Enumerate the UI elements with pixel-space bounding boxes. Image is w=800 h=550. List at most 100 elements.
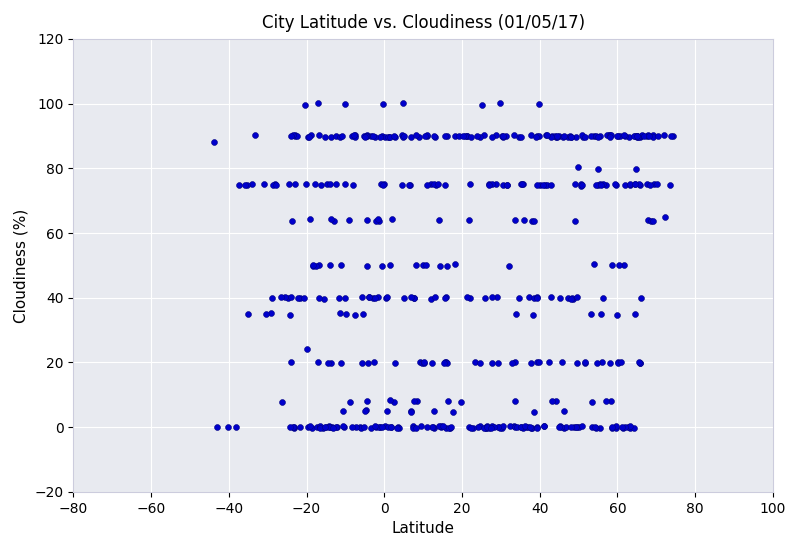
Point [346, 131, 358, 140]
Point [325, 133, 338, 141]
Point [284, 422, 297, 431]
Point [531, 423, 544, 432]
Point [618, 131, 630, 140]
Point [409, 131, 422, 140]
Point [471, 131, 484, 140]
Point [642, 131, 655, 140]
Point [623, 422, 636, 431]
Point [375, 262, 388, 271]
Point [365, 424, 378, 432]
Point [512, 133, 525, 141]
Point [395, 181, 408, 190]
Point [562, 294, 574, 302]
Point [320, 180, 333, 189]
Point [634, 180, 646, 189]
Point [282, 293, 295, 302]
Point [556, 132, 569, 141]
Point [591, 133, 604, 141]
Point [356, 358, 369, 367]
Point [428, 423, 441, 432]
Point [618, 422, 631, 431]
Point [387, 131, 400, 140]
Point [612, 131, 625, 140]
Point [361, 131, 374, 140]
Point [555, 423, 568, 432]
Point [314, 181, 327, 190]
Point [410, 397, 423, 406]
Point [603, 131, 616, 140]
Point [503, 422, 516, 431]
Point [377, 181, 390, 190]
Point [493, 423, 506, 432]
Point [303, 215, 316, 224]
Point [576, 181, 589, 190]
Point [433, 216, 446, 225]
Point [317, 424, 330, 432]
Point [419, 261, 432, 270]
Point [366, 131, 379, 140]
Point [614, 358, 627, 366]
Point [276, 397, 289, 406]
Point [515, 180, 528, 189]
Point [323, 423, 336, 432]
Point [631, 133, 644, 141]
Point [494, 424, 506, 432]
Point [441, 132, 454, 141]
Point [287, 423, 300, 432]
Point [572, 163, 585, 172]
Y-axis label: Cloudiness (%): Cloudiness (%) [14, 208, 29, 322]
Point [530, 423, 543, 432]
Point [490, 180, 502, 189]
Point [301, 132, 314, 141]
Point [570, 422, 583, 431]
Point [314, 424, 326, 432]
Point [587, 132, 600, 141]
Point [414, 422, 427, 431]
Point [358, 132, 371, 141]
Point [249, 131, 262, 140]
Point [528, 408, 541, 416]
Point [310, 261, 322, 270]
Point [630, 165, 643, 174]
Point [258, 179, 270, 188]
Point [531, 293, 544, 302]
Point [283, 310, 296, 319]
Point [362, 293, 375, 301]
Point [384, 396, 397, 405]
Point [334, 359, 347, 367]
Point [483, 180, 496, 189]
Point [597, 180, 610, 189]
Point [338, 99, 351, 108]
Point [425, 180, 438, 189]
Point [404, 180, 417, 189]
Point [335, 132, 348, 141]
Point [438, 132, 451, 141]
Point [294, 422, 306, 431]
Point [631, 132, 644, 141]
Point [421, 423, 434, 432]
Point [586, 423, 598, 432]
Point [564, 294, 577, 303]
Point [447, 407, 460, 416]
Point [358, 132, 370, 141]
Point [334, 132, 346, 141]
Point [428, 179, 441, 188]
Point [550, 133, 563, 141]
Point [434, 261, 446, 270]
Point [372, 423, 385, 432]
Point [457, 131, 470, 140]
Point [486, 180, 498, 189]
Point [312, 358, 325, 366]
Point [433, 422, 446, 431]
Point [432, 180, 445, 189]
Point [454, 397, 467, 406]
Point [494, 98, 507, 107]
Point [496, 133, 509, 141]
Point [576, 131, 589, 140]
X-axis label: Latitude: Latitude [392, 521, 454, 536]
Point [267, 180, 280, 189]
Point [342, 216, 355, 225]
Point [420, 132, 433, 141]
Point [596, 358, 609, 366]
Point [537, 422, 550, 431]
